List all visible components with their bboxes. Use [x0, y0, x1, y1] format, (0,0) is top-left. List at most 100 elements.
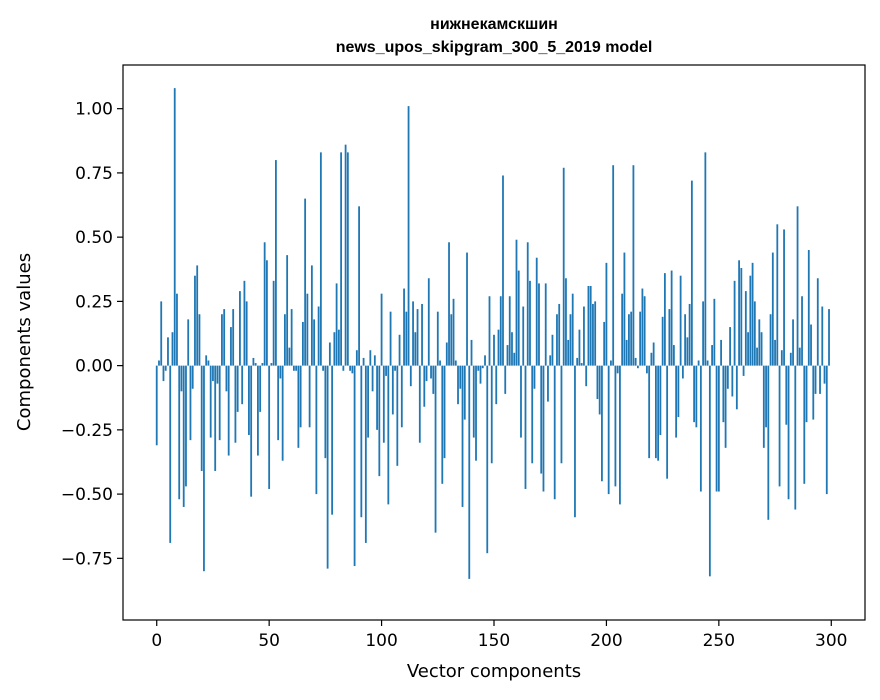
bar — [661, 316, 664, 366]
bar — [520, 365, 522, 438]
bar — [241, 365, 244, 405]
bar — [371, 365, 374, 392]
bar — [803, 365, 806, 484]
bar — [547, 365, 549, 402]
bar — [441, 365, 444, 484]
bar — [762, 365, 765, 448]
bar — [684, 314, 687, 366]
bar — [324, 365, 327, 459]
bar — [373, 355, 376, 366]
bar — [814, 365, 817, 394]
bar — [439, 360, 441, 366]
bar — [551, 334, 554, 366]
bar — [751, 262, 754, 366]
bar — [596, 365, 599, 400]
bar — [412, 301, 414, 366]
bar — [670, 270, 673, 366]
bar — [758, 319, 761, 366]
bar — [319, 152, 322, 366]
bar — [749, 275, 752, 366]
bar — [574, 365, 576, 518]
bar — [778, 365, 781, 487]
bar — [490, 365, 493, 464]
bar — [454, 360, 457, 366]
bar — [747, 332, 749, 366]
bar — [169, 365, 172, 543]
bar — [281, 365, 284, 461]
bar — [744, 291, 747, 366]
bar — [580, 363, 583, 366]
bar — [515, 239, 518, 366]
bar — [230, 327, 232, 366]
bar — [221, 314, 223, 366]
bar — [733, 280, 736, 366]
bar — [268, 365, 271, 489]
bar — [479, 365, 482, 384]
y-axis-label: Components values — [14, 253, 35, 431]
bar — [569, 314, 572, 366]
bar — [742, 365, 745, 376]
bar — [360, 365, 363, 518]
bar — [488, 296, 491, 366]
bar — [668, 309, 671, 366]
bar — [659, 365, 662, 436]
y-tick-label: 0.25 — [75, 292, 113, 312]
bar — [450, 314, 453, 366]
bar — [448, 242, 450, 366]
bar — [459, 365, 462, 389]
bar — [724, 365, 727, 448]
bar — [506, 345, 509, 366]
bar — [209, 365, 212, 438]
bar — [288, 347, 291, 366]
x-tick-label: 250 — [703, 631, 735, 651]
bar — [277, 365, 280, 441]
bar — [713, 298, 716, 366]
bar — [556, 314, 558, 366]
bar — [380, 293, 383, 366]
bar — [699, 365, 702, 492]
bar — [690, 180, 693, 366]
bar — [598, 365, 601, 415]
bar — [243, 280, 246, 366]
bar — [641, 288, 644, 366]
bar — [466, 252, 468, 366]
bar — [794, 365, 797, 510]
bar — [798, 347, 801, 366]
bar — [328, 342, 331, 366]
bar — [587, 285, 590, 366]
bar — [167, 337, 169, 366]
bar — [524, 365, 527, 489]
bar — [495, 365, 498, 405]
bar — [283, 314, 286, 366]
bar — [191, 365, 194, 389]
bar — [234, 365, 237, 443]
bar — [484, 355, 486, 366]
bar — [583, 306, 585, 366]
bar — [576, 357, 579, 366]
bar — [472, 365, 475, 438]
bar — [632, 165, 635, 366]
bar — [672, 345, 675, 366]
bar — [738, 260, 740, 366]
bar — [663, 273, 666, 366]
bar — [643, 296, 646, 366]
bar — [189, 365, 192, 441]
bar — [218, 365, 221, 441]
bar — [430, 365, 432, 379]
bar — [585, 365, 588, 387]
bar — [589, 285, 592, 366]
bar — [351, 365, 354, 374]
bar — [513, 352, 516, 366]
bar — [675, 365, 678, 438]
bar — [176, 293, 178, 366]
bar — [681, 365, 684, 379]
bar — [358, 206, 360, 366]
x-tick-label: 300 — [815, 631, 847, 651]
bar — [196, 265, 199, 366]
bar — [187, 319, 190, 366]
bar — [452, 298, 455, 366]
bar — [403, 288, 405, 366]
bar — [470, 339, 473, 366]
